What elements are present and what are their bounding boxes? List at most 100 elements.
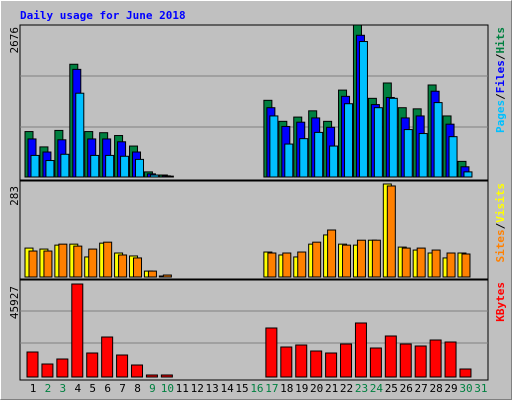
bar [147, 270, 157, 278]
x-tick-label: 23 [355, 382, 368, 395]
bar [284, 143, 294, 178]
bar [75, 92, 85, 178]
legend: Pages/Files/Hits [494, 27, 507, 133]
bar [45, 160, 55, 178]
x-tick-label: 22 [340, 382, 353, 395]
bar [71, 283, 84, 378]
y-tick-label: 283 [8, 186, 21, 206]
bar [73, 245, 83, 278]
bar [56, 358, 69, 378]
legend-entry: Files [494, 60, 507, 93]
bar [133, 257, 143, 278]
bar [388, 97, 398, 178]
bar [310, 350, 323, 378]
bar [418, 133, 428, 178]
x-tick-label: 8 [134, 382, 141, 395]
bar [312, 241, 322, 278]
legend-separator: / [494, 53, 507, 60]
bar [369, 347, 382, 378]
x-tick-label: 12 [191, 382, 204, 395]
bar [461, 253, 471, 278]
bar [444, 341, 457, 378]
legend: KBytes [494, 282, 507, 322]
bar [448, 136, 458, 178]
x-tick-label: 21 [325, 382, 338, 395]
bar [327, 229, 337, 278]
bar [401, 247, 411, 278]
bar [105, 154, 115, 178]
bar [131, 364, 144, 378]
legend-entry: Pages [494, 100, 507, 133]
bar [463, 171, 473, 178]
x-tick-label: 9 [149, 382, 156, 395]
x-tick-label: 18 [280, 382, 293, 395]
bar [101, 336, 114, 378]
x-tick-label: 31 [474, 382, 487, 395]
legend-separator: / [494, 93, 507, 100]
x-tick-label: 16 [250, 382, 263, 395]
x-tick-label: 3 [60, 382, 67, 395]
x-tick-label: 15 [235, 382, 248, 395]
bar [297, 251, 307, 278]
bar [295, 344, 308, 378]
chart-title: Daily usage for June 2018 [20, 9, 186, 22]
bar [459, 368, 472, 378]
bar [314, 131, 324, 178]
bar [342, 244, 352, 278]
x-tick-label: 1 [30, 382, 37, 395]
bar [446, 252, 456, 278]
bar [373, 107, 383, 178]
bar [371, 239, 381, 278]
bar [90, 154, 100, 178]
bar [120, 155, 130, 178]
bar [160, 374, 173, 378]
bar [162, 274, 172, 278]
bar [325, 352, 338, 378]
bar [269, 115, 279, 178]
bar [118, 254, 128, 278]
bar [265, 327, 278, 378]
bar [299, 138, 309, 178]
bar [340, 343, 353, 378]
bar [164, 175, 174, 178]
bar [103, 241, 113, 278]
bar [354, 322, 367, 378]
bar [344, 103, 354, 178]
x-tick-label: 7 [119, 382, 126, 395]
legend-entry: Visits [494, 183, 507, 223]
bar [282, 252, 292, 278]
bar [386, 185, 396, 278]
x-tick-label: 29 [444, 382, 457, 395]
bar [60, 153, 70, 178]
x-tick-label: 4 [74, 382, 81, 395]
bar [399, 343, 412, 378]
x-tick-label: 27 [415, 382, 428, 395]
legend: Sites/Visits [494, 183, 507, 263]
x-tick-label: 11 [176, 382, 189, 395]
bar [267, 252, 277, 278]
x-tick-label: 19 [295, 382, 308, 395]
bar [149, 174, 159, 178]
x-tick-label: 17 [265, 382, 278, 395]
x-tick-label: 14 [220, 382, 234, 395]
bar [30, 154, 40, 178]
y-tick-label: 2676 [8, 27, 21, 54]
bar [86, 352, 99, 378]
bar [43, 250, 53, 278]
bar [26, 351, 39, 378]
bar [145, 374, 158, 378]
bar [358, 41, 368, 178]
x-tick-label: 13 [206, 382, 219, 395]
x-tick-label: 25 [385, 382, 398, 395]
legend-separator: / [494, 222, 507, 229]
bar [416, 247, 426, 278]
bar [403, 129, 413, 178]
x-tick-label: 2 [45, 382, 52, 395]
x-tick-label: 24 [370, 382, 384, 395]
x-tick-label: 28 [429, 382, 442, 395]
legend-entry: Sites [494, 229, 507, 262]
bar [280, 346, 293, 378]
bar [429, 339, 442, 378]
